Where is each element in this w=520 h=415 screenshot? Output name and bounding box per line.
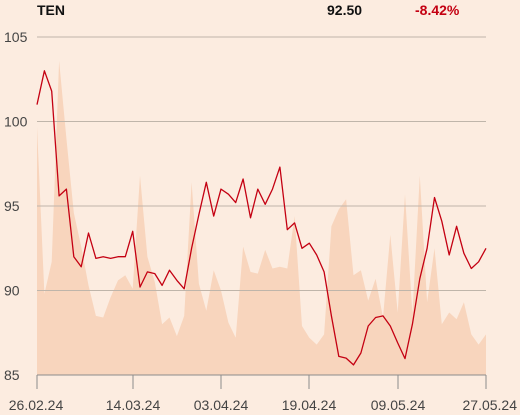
price-line-series bbox=[36, 70, 487, 366]
last-price: 92.50 bbox=[327, 2, 363, 18]
y-tick-label: 85 bbox=[4, 367, 20, 383]
x-tick-label: 26.02.24 bbox=[9, 397, 64, 413]
x-tick-label: 27.05.24 bbox=[463, 397, 518, 413]
y-tick-label: 100 bbox=[4, 114, 28, 130]
x-tick-label: 03.04.24 bbox=[194, 397, 249, 413]
y-tick-label: 105 bbox=[4, 29, 28, 45]
area-series bbox=[37, 60, 486, 375]
x-tick-label: 09.05.24 bbox=[371, 397, 426, 413]
ticker-symbol: TEN bbox=[37, 2, 65, 18]
price-change: -8.42% bbox=[415, 2, 460, 18]
x-tick-label: 19.04.24 bbox=[282, 397, 337, 413]
x-tick-label: 14.03.24 bbox=[106, 397, 161, 413]
y-tick-label: 95 bbox=[4, 198, 20, 214]
y-tick-label: 90 bbox=[4, 283, 20, 299]
